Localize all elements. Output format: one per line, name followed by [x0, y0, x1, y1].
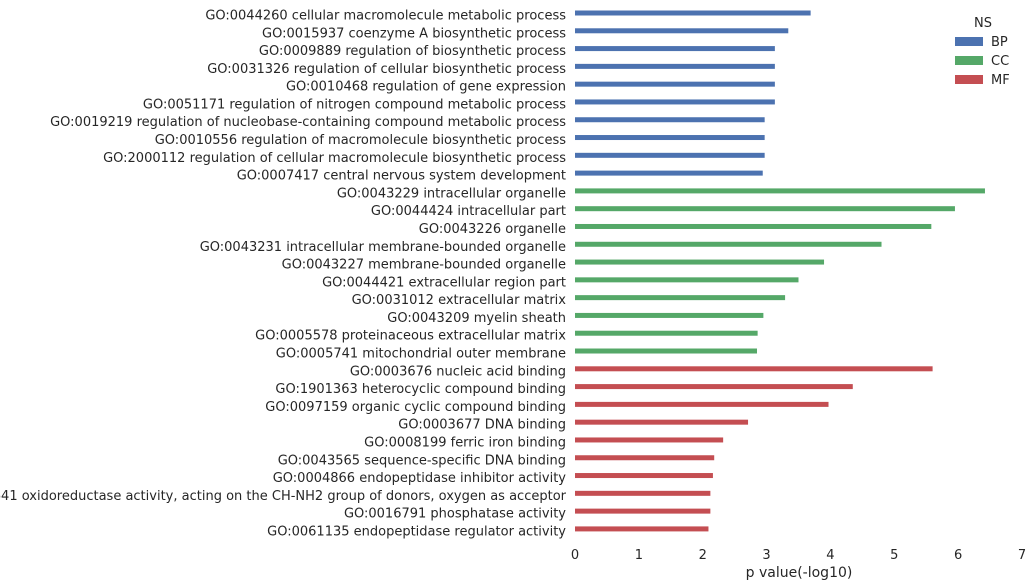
category-label: GO:0015937 coenzyme A biosynthetic proce… [262, 26, 566, 41]
x-axis-ticks: 0 1 2 3 4 5 6 7 [571, 548, 1026, 563]
category-label: GO:0051171 regulation of nitrogen compou… [143, 97, 566, 112]
category-label: GO:0031012 extracellular matrix [352, 293, 567, 308]
category-label: GO:0043229 intracellular organelle [337, 186, 566, 201]
category-label: GO:0043227 membrane-bounded organelle [282, 258, 566, 273]
bar-cc [575, 223, 932, 229]
x-tick-label: 2 [699, 548, 707, 563]
bar-mf [575, 473, 713, 479]
x-axis-title: p value(-log10) [746, 565, 853, 581]
bar-cc [575, 188, 985, 194]
bar-bp [575, 63, 775, 69]
x-tick-label: 0 [571, 548, 579, 563]
legend-label-mf: MF [991, 73, 1010, 88]
bar-mf [575, 437, 724, 443]
x-tick-label: 1 [635, 548, 643, 563]
x-tick-label: 7 [1018, 548, 1026, 563]
bar-mf [575, 508, 711, 514]
category-label: GO:0010468 regulation of gene expression [286, 80, 566, 95]
category-label: GO:0003676 nucleic acid binding [350, 364, 566, 379]
category-label: GO:0043231 intracellular membrane-bounde… [200, 240, 566, 255]
bar-cc [575, 295, 786, 301]
bar-bp [575, 10, 811, 16]
category-label: GO:0044260 cellular macromolecule metabo… [205, 9, 566, 24]
category-label: GO:0097159 organic cyclic compound bindi… [265, 400, 566, 415]
x-tick-label: 3 [762, 548, 770, 563]
category-label: GO:0016791 phosphatase activity [344, 507, 566, 522]
category-labels: GO:0044260 cellular macromolecule metabo… [0, 9, 567, 540]
category-label: GO:0061135 endopeptidase regulator activ… [267, 524, 566, 539]
x-tick-label: 4 [826, 548, 834, 563]
category-label: GO:0044424 intracellular part [371, 204, 566, 219]
bar-mf [575, 419, 749, 425]
bar-mf [575, 366, 933, 372]
category-label: GO:0005578 proteinaceous extracellular m… [255, 329, 566, 344]
x-tick-label: 5 [890, 548, 898, 563]
bar-cc [575, 206, 955, 212]
category-label: GO:0044421 extracellular region part [322, 275, 566, 290]
bar-bp [575, 117, 765, 123]
category-label: GO:1901363 heterocyclic compound binding [275, 382, 566, 397]
bar-bp [575, 152, 765, 158]
category-label: GO:0003677 DNA binding [398, 418, 566, 433]
bar-bp [575, 28, 789, 34]
bar-mf [575, 526, 709, 532]
legend: NS BP CC MF [955, 16, 1010, 88]
bar-cc [575, 277, 799, 283]
bar-mf [575, 401, 829, 407]
legend-swatch-mf [955, 75, 983, 84]
category-label: GO:2000112 regulation of cellular macrom… [103, 151, 566, 166]
bar-bp [575, 99, 775, 105]
legend-swatch-cc [955, 56, 983, 65]
bar-mf [575, 490, 711, 496]
bar-cc [575, 312, 764, 318]
bar-bp [575, 135, 765, 141]
legend-label-cc: CC [991, 54, 1009, 69]
bars-layer [575, 10, 985, 532]
bar-cc [575, 241, 882, 247]
category-label: GO:0008199 ferric iron binding [364, 435, 566, 450]
category-label: GO:0010556 regulation of macromolecule b… [155, 133, 566, 148]
bar-mf [575, 455, 715, 461]
category-label: GO:0005741 mitochondrial outer membrane [276, 347, 566, 362]
x-tick-label: 6 [954, 548, 962, 563]
bar-mf [575, 384, 853, 390]
bar-bp [575, 170, 763, 176]
bar-cc [575, 259, 825, 265]
category-label: GO:0007417 central nervous system develo… [237, 169, 566, 184]
category-label: GO:0004866 endopeptidase inhibitor activ… [273, 471, 567, 486]
legend-title: NS [974, 16, 992, 31]
legend-label-bp: BP [991, 35, 1008, 50]
bar-bp [575, 81, 775, 87]
category-label: GO:0009889 regulation of biosynthetic pr… [259, 44, 566, 59]
category-label: GO:0043565 sequence-specific DNA binding [278, 453, 566, 468]
bar-bp [575, 46, 775, 52]
category-label: GO:0016641 oxidoreductase activity, acti… [0, 489, 567, 504]
bar-cc [575, 330, 758, 336]
bar-cc [575, 348, 757, 354]
legend-swatch-bp [955, 37, 983, 46]
category-label: GO:0019219 regulation of nucleobase-cont… [50, 115, 566, 130]
category-label: GO:0043209 myelin sheath [387, 311, 566, 326]
category-label: GO:0031326 regulation of cellular biosyn… [207, 62, 566, 77]
category-label: GO:0043226 organelle [419, 222, 566, 237]
